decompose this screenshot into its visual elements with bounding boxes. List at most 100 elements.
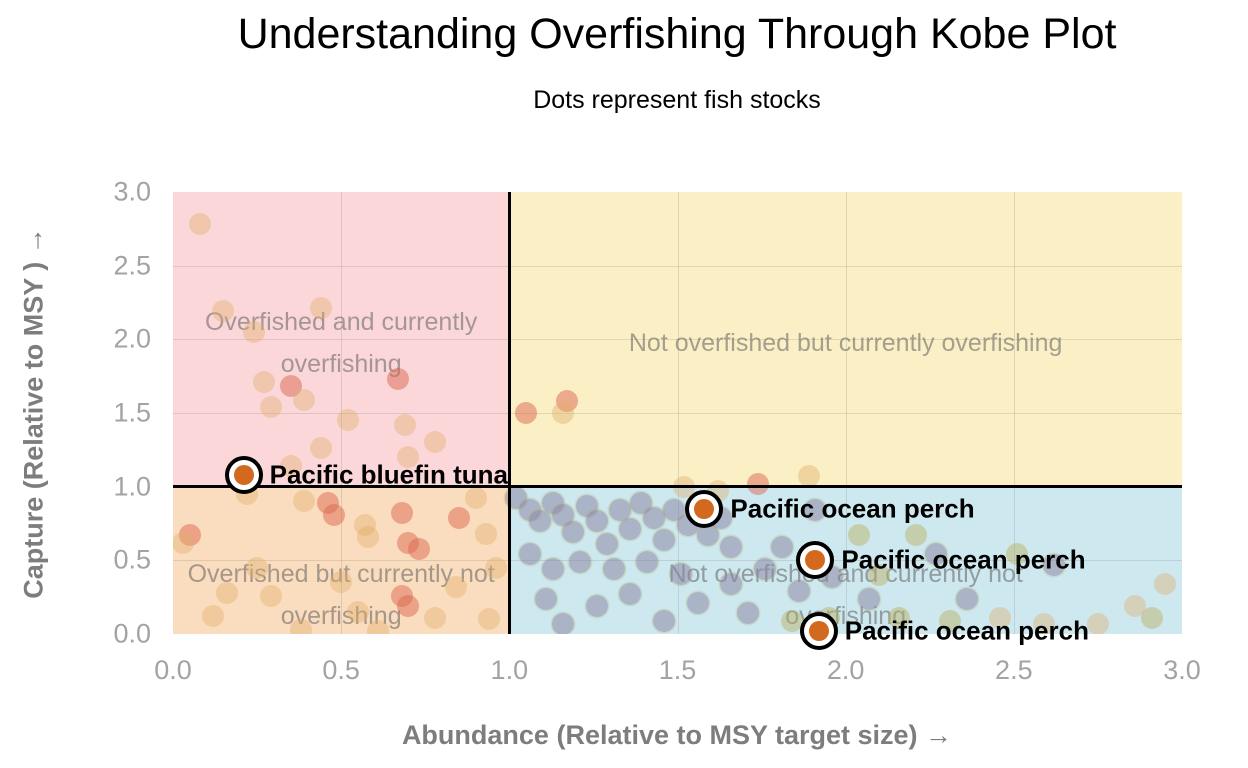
y-axis-title: Capture (Relative to MSY ) → (18, 227, 49, 599)
stock-dot (357, 525, 380, 548)
stock-dot (289, 618, 312, 634)
stock-dot (619, 583, 642, 606)
stock-dot (528, 509, 551, 532)
stock-dot (336, 409, 359, 432)
stock-dot (653, 528, 676, 551)
stock-dot (246, 556, 269, 579)
highlight-marker (224, 455, 263, 494)
stock-dot (478, 608, 501, 631)
stock-dot (309, 437, 332, 460)
x-tick-label: 0.5 (322, 655, 360, 685)
stock-dot (202, 605, 225, 628)
stock-dot (552, 503, 575, 526)
gridline-vertical (341, 192, 343, 634)
stock-dot (518, 543, 541, 566)
stock-dot (642, 506, 665, 529)
stock-dot (905, 524, 928, 547)
point-label: Pacific ocean perch (730, 493, 975, 524)
stock-dot (407, 537, 430, 560)
stock-dot (535, 587, 558, 610)
chart-title: Understanding Overfishing Through Kobe P… (237, 10, 1117, 58)
stock-dot (1006, 543, 1029, 566)
stock-dot (293, 388, 316, 411)
highlight-marker-core (694, 498, 715, 519)
y-tick-label: 1.0 (113, 471, 151, 502)
y-tick-label: 0.0 (113, 618, 151, 649)
stock-dot (747, 472, 770, 495)
stock-dot (737, 602, 760, 625)
msy-capture-reference-line (173, 485, 1182, 489)
stock-dot (215, 581, 238, 604)
stock-dot (1043, 553, 1066, 576)
stock-dot (848, 524, 871, 547)
quadrant-label-bottom-left: Overfished but currently not overfishing (187, 560, 495, 630)
stock-dot (178, 524, 201, 547)
quadrant-label-top-left: Overfished and currently overfishing (204, 308, 478, 378)
point-label: Pacific bluefin tuna (269, 459, 508, 490)
stock-dot (242, 320, 265, 343)
x-tick-label: 1.5 (658, 655, 697, 685)
stock-dot (653, 609, 676, 632)
chart-subtitle: Dots represent fish stocks (533, 86, 821, 114)
stock-dot (367, 620, 390, 634)
point-label: Pacific ocean perch (841, 544, 1086, 575)
stock-dot (609, 499, 632, 522)
stock-dot (787, 580, 810, 603)
stock-dot (1123, 595, 1146, 617)
stock-dot (474, 522, 497, 545)
stock-dot (552, 402, 575, 424)
stock-dot (447, 506, 470, 529)
stock-dot (330, 571, 353, 594)
stock-dot (925, 543, 948, 566)
x-tick-label: 3.0 (1163, 655, 1201, 685)
gridline-horizontal (173, 339, 1182, 341)
stock-dot (346, 600, 369, 623)
gridline-horizontal (173, 265, 1182, 267)
stock-dot (484, 556, 507, 579)
highlight-marker-core (805, 550, 826, 571)
highlight-marker (685, 489, 724, 528)
stock-dot (629, 491, 652, 514)
x-tick-label: 2.5 (995, 655, 1033, 685)
stock-dot (955, 587, 978, 610)
x-tick-label: 0.0 (154, 655, 192, 685)
stock-dot (212, 300, 235, 323)
quadrant-top-right (509, 192, 1182, 487)
stock-dot (552, 612, 575, 634)
highlight-marker-core (233, 464, 254, 485)
stock-dot (568, 550, 591, 573)
gridline-vertical (677, 192, 679, 634)
plot-panel: Overfished and currently overfishing Not … (173, 192, 1182, 651)
y-tick-label: 0.5 (113, 544, 151, 575)
stock-dot (293, 490, 316, 513)
stock-dot (595, 533, 618, 556)
stock-dot (397, 595, 420, 617)
stock-dot (888, 606, 911, 629)
msy-abundance-reference-line (507, 192, 511, 634)
stock-dot (804, 499, 827, 522)
highlight-marker-core (808, 621, 829, 642)
gridline-vertical (1013, 192, 1015, 634)
stock-dot (279, 375, 302, 398)
quadrant-label-top-right: Not overfished but currently overfishing (628, 329, 1063, 357)
stock-dot (279, 455, 302, 478)
x-axis-title: Abundance (Relative to MSY target size) … (401, 720, 953, 750)
stock-dot (663, 499, 686, 522)
stock-dot (390, 502, 413, 525)
stock-dot (259, 396, 282, 419)
stock-dot (1140, 606, 1163, 629)
gridline-horizontal (173, 413, 1182, 414)
stock-dot (444, 575, 467, 598)
y-tick-label: 2.0 (113, 323, 151, 354)
stock-dot (464, 487, 487, 510)
stock-dot (387, 368, 410, 391)
stock-dot (542, 558, 565, 581)
stock-dot (188, 213, 211, 236)
stock-dot (353, 513, 376, 536)
stock-dot (602, 558, 625, 581)
x-tick-label: 1.0 (490, 655, 529, 685)
y-tick-label: 2.5 (113, 250, 151, 281)
stock-dot (585, 595, 608, 617)
stock-dot (770, 536, 793, 559)
